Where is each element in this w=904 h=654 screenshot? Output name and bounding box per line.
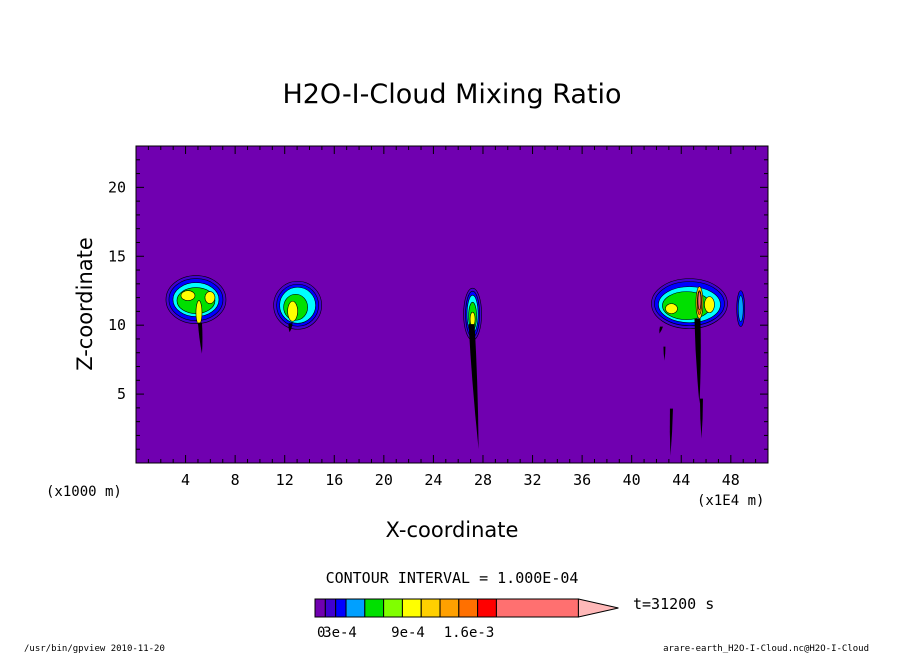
x-tick-label: 48 <box>722 471 740 489</box>
contour-band <box>204 291 216 304</box>
x-tick-label: 12 <box>276 471 294 489</box>
colorbar-box <box>324 598 337 618</box>
cloud-3 <box>463 287 482 450</box>
x-tick-label: 24 <box>424 471 442 489</box>
x-tick-label: 4 <box>181 471 190 489</box>
contour-band <box>195 300 203 325</box>
chart-title: H2O-I-Cloud Mixing Ratio <box>282 79 621 110</box>
plot-frame <box>135 145 769 464</box>
contour-stem <box>663 346 666 361</box>
y-tick-label: 5 <box>117 385 126 403</box>
contour-stem <box>288 323 293 333</box>
y-tick-label: 20 <box>108 178 126 196</box>
contour-stem <box>669 408 673 456</box>
x-tick-label: 28 <box>474 471 492 489</box>
colorbar-label: 1.6e-3 <box>444 625 495 641</box>
colorbar-box <box>345 598 366 618</box>
footer-right: arare-earth_H2O-I-Cloud.nc@H2O-I-Cloud <box>663 644 869 654</box>
colorbar-box <box>383 598 403 618</box>
colorbar-box <box>439 598 460 618</box>
contour-band <box>665 303 678 314</box>
x-tick-label: 32 <box>524 471 542 489</box>
x-unit-left: (x1000 m) <box>46 484 122 500</box>
colorbar-box <box>458 598 479 618</box>
contour-stem <box>468 324 479 450</box>
y-tick-label: 10 <box>108 316 126 334</box>
y-axis-label: Z-coordinate <box>73 237 97 371</box>
contour-stem <box>197 322 203 354</box>
colorbar-label: 9e-4 <box>391 625 425 641</box>
x-tick-label: 16 <box>325 471 343 489</box>
contour-interval-label: CONTOUR INTERVAL = 1.000E-04 <box>326 569 579 587</box>
colorbar-box <box>401 598 422 618</box>
colorbar-label: 0 <box>317 625 325 641</box>
x-tick-label: 20 <box>375 471 393 489</box>
colorbar-box <box>495 598 579 618</box>
colorbar-box <box>364 598 385 618</box>
x-axis-ticks: 4 8 12 16 20 24 28 32 36 40 44 48 <box>147 146 757 489</box>
contour-band <box>737 295 744 322</box>
colorbar-labels: 03e-4 9e-4 1.6e-3 <box>317 625 494 641</box>
cloud-4 <box>651 278 728 456</box>
contour-band <box>704 296 715 313</box>
x-tick-label: 44 <box>672 471 690 489</box>
x-unit-right: (x1E4 m) <box>697 493 764 509</box>
contour-stem <box>694 318 701 404</box>
contour-band <box>469 311 476 327</box>
colorbar <box>314 598 619 618</box>
colorbar-box <box>335 598 347 618</box>
colorbar-box <box>477 598 497 618</box>
x-tick-label: 36 <box>573 471 591 489</box>
cloud-5 <box>736 290 746 327</box>
y-tick-label: 15 <box>108 247 126 265</box>
colorbar-label: 3e-4 <box>323 625 357 641</box>
cloud-contours <box>165 275 746 456</box>
colorbar-arrow <box>577 598 619 618</box>
y-axis-ticks: 5 10 15 20 <box>108 159 768 450</box>
x-tick-label: 8 <box>231 471 240 489</box>
x-tick-label: 40 <box>623 471 641 489</box>
cloud-2 <box>273 280 322 333</box>
contour-band <box>287 300 298 322</box>
footer-left: /usr/bin/gpview 2010-11-20 <box>24 644 165 654</box>
contour-band <box>180 290 196 301</box>
contour-band <box>697 291 702 310</box>
contour-stem <box>699 398 703 439</box>
x-axis-label: X-coordinate <box>386 518 519 542</box>
contour-stem <box>659 326 663 334</box>
colorbar-box <box>420 598 441 618</box>
time-label: t=31200 s <box>633 595 714 613</box>
colorbar-box <box>314 598 326 618</box>
cloud-1 <box>165 275 227 354</box>
